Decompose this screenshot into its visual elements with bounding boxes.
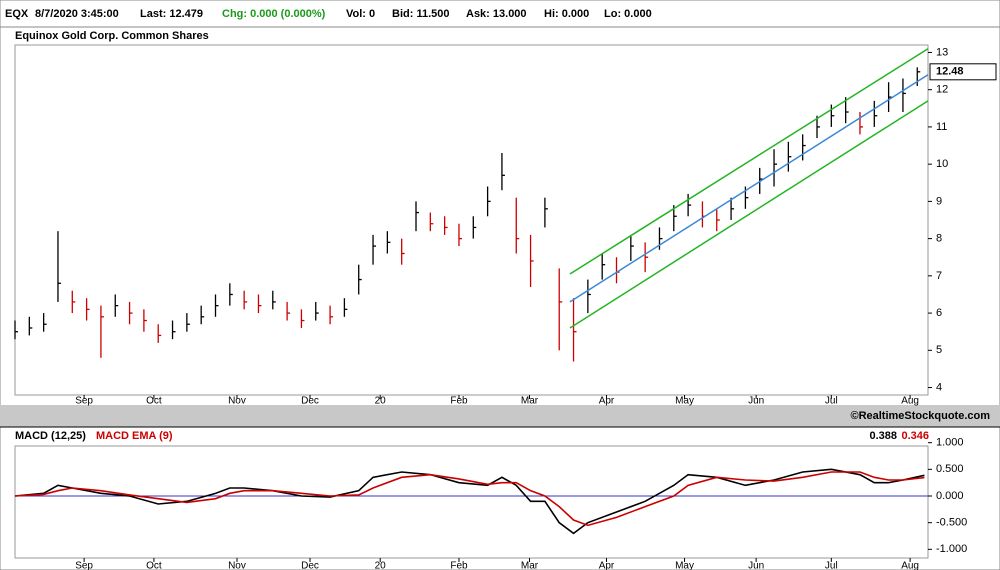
x-tick-label: 20 (375, 560, 387, 570)
x-tick-label: Oct (146, 395, 162, 406)
chart-title: Equinox Gold Corp. Common Shares (15, 30, 209, 42)
volume: Vol: 0 (346, 8, 375, 20)
ema-last: 0.346 (901, 430, 929, 442)
last-value-box (929, 63, 997, 81)
x-tick-label: Nov (228, 395, 246, 406)
last-value: 12.48 (936, 66, 964, 78)
y-tick-label: 11 (936, 121, 947, 133)
y-tick-label: 13 (936, 46, 948, 58)
x-tick-label: Dec (301, 395, 319, 406)
x-tick-label: Mar (521, 395, 539, 406)
y-tick-label: -0.500 (936, 517, 967, 529)
x-tick-label: Sep (75, 560, 93, 570)
price-plot (14, 44, 929, 396)
bid: Bid: 11.500 (392, 8, 449, 20)
change: Chg: 0.000 (0.000%) (222, 8, 326, 20)
x-tick-label: Jun (748, 395, 764, 406)
channel-middle (569, 74, 929, 303)
x-tick-label: Sep (75, 395, 93, 406)
macd-last: 0.388 (869, 430, 897, 442)
x-tick-label: May (675, 560, 694, 570)
y-tick-label: 0.500 (936, 463, 964, 475)
y-tick-label: 5 (936, 344, 942, 356)
datetime: 8/7/2020 3:45:00 (35, 8, 119, 20)
y-tick-label: 9 (936, 195, 942, 207)
y-tick-label: 10 (936, 158, 948, 170)
separator (0, 405, 1000, 427)
macd-line (14, 468, 925, 535)
x-tick-label: Apr (599, 395, 615, 406)
y-tick-label: 4 (936, 381, 942, 393)
x-tick-label: Aug (901, 560, 919, 570)
x-tick-label: Jun (748, 560, 764, 570)
x-tick-label: Dec (301, 560, 319, 570)
x-tick-label: May (675, 395, 694, 406)
x-tick-label: Mar (521, 560, 539, 570)
y-tick-label: 6 (936, 307, 942, 319)
x-tick-label: Jul (825, 395, 838, 406)
channel-upper (569, 48, 929, 275)
x-tick-label: Feb (450, 395, 468, 406)
last: Last: 12.479 (140, 8, 203, 20)
low: Lo: 0.000 (604, 8, 652, 20)
legend-macd: MACD (12,25) (15, 430, 86, 442)
macd-plot (14, 445, 929, 559)
x-tick-label: Oct (146, 560, 162, 570)
y-tick-label: 1.000 (936, 437, 964, 449)
y-tick-label: 0.000 (936, 490, 964, 502)
macd-line (14, 471, 925, 527)
y-tick-label: 7 (936, 270, 942, 282)
x-tick-label: Apr (599, 560, 615, 570)
high: Hi: 0.000 (544, 8, 589, 20)
y-tick-label: -1.000 (936, 543, 967, 555)
y-tick-label: 12 (936, 84, 948, 96)
x-tick-label: 20 (375, 395, 387, 406)
channel-lower (569, 100, 929, 329)
watermark: ©RealtimeStockquote.com (850, 410, 990, 422)
legend-ema: MACD EMA (9) (96, 430, 173, 442)
y-tick-label: 8 (936, 233, 942, 245)
symbol: EQX (5, 8, 29, 20)
x-tick-label: Jul (825, 560, 838, 570)
ask: Ask: 13.000 (466, 8, 527, 20)
x-tick-label: Feb (450, 560, 468, 570)
x-tick-label: Aug (901, 395, 919, 406)
x-tick-label: Nov (228, 560, 246, 570)
